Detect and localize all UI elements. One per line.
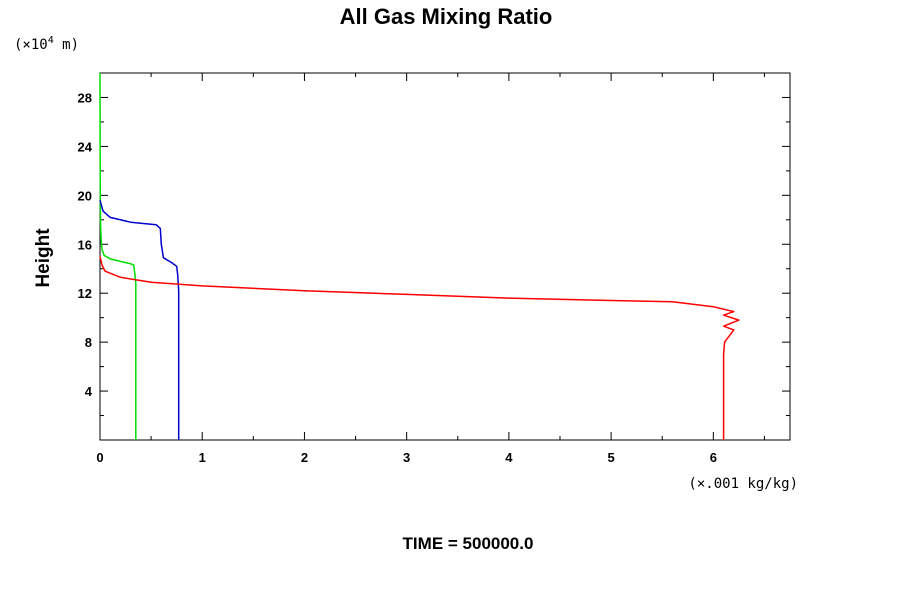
y-tick-label: 28 [78, 90, 92, 105]
y-unit-exponent: 4 [48, 35, 54, 46]
x-tick-label: 1 [199, 450, 206, 465]
y-tick-label: 12 [78, 286, 92, 301]
y-tick-label: 20 [78, 188, 92, 203]
time-label: TIME = 500000.0 [403, 534, 534, 553]
x-unit-label: (×.001 kg/kg) [688, 476, 798, 492]
y-axis-label: Height [33, 228, 54, 288]
y-unit-prefix: (×10 [14, 37, 48, 53]
x-tick-label: 3 [403, 450, 410, 465]
x-tick-label: 5 [607, 450, 614, 465]
chart-title: All Gas Mixing Ratio [340, 4, 553, 29]
plot-frame [99, 72, 791, 441]
x-tick-label: 4 [505, 450, 513, 465]
y-unit-label: (×104 m) [14, 35, 79, 53]
y-tick-label: 24 [78, 139, 93, 154]
x-tick-label: 6 [710, 450, 717, 465]
y-tick-label: 8 [85, 335, 92, 350]
x-tick-label: 2 [301, 450, 308, 465]
y-tick-label: 16 [78, 237, 92, 252]
series-line-red [99, 256, 740, 440]
y-unit-suffix: m) [54, 37, 79, 53]
x-tick-label: 0 [96, 450, 103, 465]
series-line-green [99, 72, 137, 440]
y-tick-label: 4 [85, 384, 93, 399]
series-line-blue [99, 200, 180, 440]
